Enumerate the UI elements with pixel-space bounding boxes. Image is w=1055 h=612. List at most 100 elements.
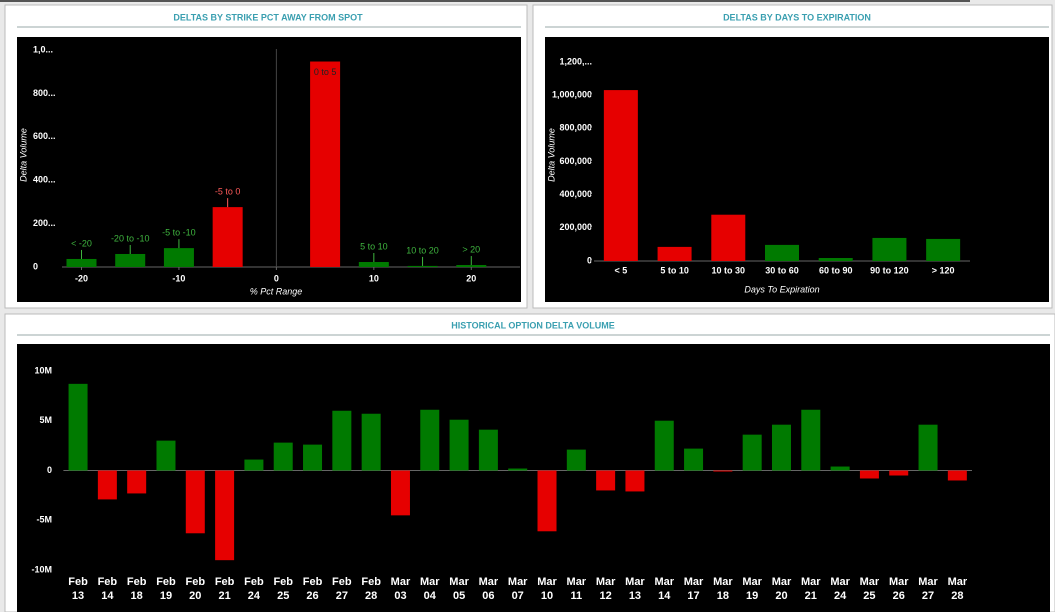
bar: [390, 470, 410, 516]
x-tick-label: Mar 12: [596, 576, 616, 602]
bar: [603, 90, 638, 261]
bar: [711, 214, 746, 261]
x-tick-label: 30 to 60: [765, 265, 799, 275]
data-label: -20 to -10: [111, 233, 150, 243]
x-tick-label: Feb 26: [303, 576, 323, 602]
chart-title: DELTAS BY STRIKE PCT AWAY FROM SPOT: [173, 12, 363, 22]
bar: [185, 470, 205, 534]
bar: [407, 265, 438, 267]
y-tick-label: 10M: [34, 365, 52, 375]
bar: [684, 448, 704, 471]
bar: [771, 424, 791, 471]
y-axis-title: Delta Volume: [18, 128, 28, 182]
bar: [596, 470, 616, 491]
x-tick-label: 20: [466, 273, 476, 283]
x-tick-label: 0: [274, 273, 279, 283]
data-label: -5 to -10: [162, 227, 196, 237]
x-tick-label: Mar 19: [742, 576, 762, 602]
bar: [303, 444, 323, 471]
bar: [742, 434, 762, 471]
bar: [456, 265, 487, 267]
chart-title: DELTAS BY DAYS TO EXPIRATION: [723, 12, 871, 22]
y-tick-label: 400...: [33, 175, 56, 185]
bar: [97, 470, 117, 500]
x-tick-label: Mar 17: [684, 576, 704, 602]
bar: [127, 470, 147, 494]
bar: [818, 258, 853, 261]
x-tick-label: Mar 05: [449, 576, 469, 602]
bar: [889, 470, 909, 476]
x-tick-label: Feb 21: [215, 576, 235, 602]
x-tick-label: Mar 20: [772, 576, 792, 602]
y-tick-label: 0: [587, 255, 592, 265]
x-tick-label: Mar 26: [889, 576, 909, 602]
x-tick-label: Feb 14: [98, 576, 118, 602]
x-tick-label: Feb 27: [332, 576, 352, 602]
bar: [156, 440, 176, 471]
bar: [310, 61, 341, 268]
bar: [212, 207, 243, 267]
y-tick-label: -10M: [31, 565, 52, 575]
bar: [566, 449, 586, 471]
x-tick-label: Mar 07: [508, 576, 528, 602]
y-tick-label: 800,000: [559, 123, 592, 133]
bar: [66, 258, 97, 267]
x-tick-label: Feb 24: [244, 576, 264, 602]
y-tick-label: 0: [33, 261, 38, 271]
plot-area: [17, 344, 1050, 612]
bar: [163, 248, 194, 267]
x-tick-label: Mar 21: [801, 576, 821, 602]
x-tick-label: 90 to 120: [870, 265, 909, 275]
bar: [947, 470, 967, 481]
bar: [332, 410, 352, 471]
x-tick-label: 10 to 30: [712, 265, 746, 275]
x-tick-label: Mar 28: [948, 576, 968, 602]
bar: [926, 238, 961, 261]
x-tick-label: Mar 24: [830, 576, 850, 602]
data-label: 5 to 10: [360, 241, 388, 251]
x-tick-label: Mar 13: [625, 576, 645, 602]
bar: [657, 246, 692, 261]
chart-title: HISTORICAL OPTION DELTA VOLUME: [451, 320, 615, 330]
x-tick-label: 60 to 90: [819, 265, 853, 275]
x-tick-label: < 5: [614, 265, 627, 275]
bar: [713, 470, 733, 472]
x-tick-label: Mar 04: [420, 576, 440, 602]
plot-area: [17, 37, 521, 302]
x-tick-label: Mar 18: [713, 576, 733, 602]
bar: [273, 442, 293, 471]
bar: [625, 470, 645, 492]
bar: [478, 429, 498, 471]
bar: [859, 470, 879, 479]
data-label: 10 to 20: [406, 245, 439, 255]
bar: [244, 459, 264, 471]
bar: [361, 413, 381, 471]
bar: [358, 262, 389, 267]
x-tick-label: Mar 06: [479, 576, 499, 602]
x-tick-label: Feb 13: [68, 576, 88, 602]
bar: [508, 468, 528, 471]
bar: [830, 466, 850, 471]
x-tick-label: 10: [369, 273, 379, 283]
y-tick-label: 5M: [39, 415, 52, 425]
y-tick-label: -5M: [37, 515, 53, 525]
y-tick-label: 200...: [33, 218, 56, 228]
bar: [215, 470, 235, 561]
bar: [872, 237, 907, 261]
y-tick-label: 0: [47, 465, 52, 475]
x-tick-label: Mar 03: [391, 576, 411, 602]
bar: [537, 470, 557, 532]
x-tick-label: -20: [75, 273, 88, 283]
x-tick-label: Feb 20: [186, 576, 206, 602]
data-label: < -20: [71, 238, 92, 248]
bar: [449, 419, 469, 471]
x-tick-label: Mar 11: [567, 576, 587, 602]
x-tick-label: 5 to 10: [660, 265, 689, 275]
data-label: 0 to 5: [314, 67, 337, 77]
x-tick-label: Mar 14: [654, 576, 674, 602]
x-tick-label: Feb 25: [273, 576, 293, 602]
data-label: -5 to 0: [215, 186, 241, 196]
y-tick-label: 1,0...: [33, 44, 53, 54]
x-axis-title: Days To Expiration: [744, 284, 819, 294]
